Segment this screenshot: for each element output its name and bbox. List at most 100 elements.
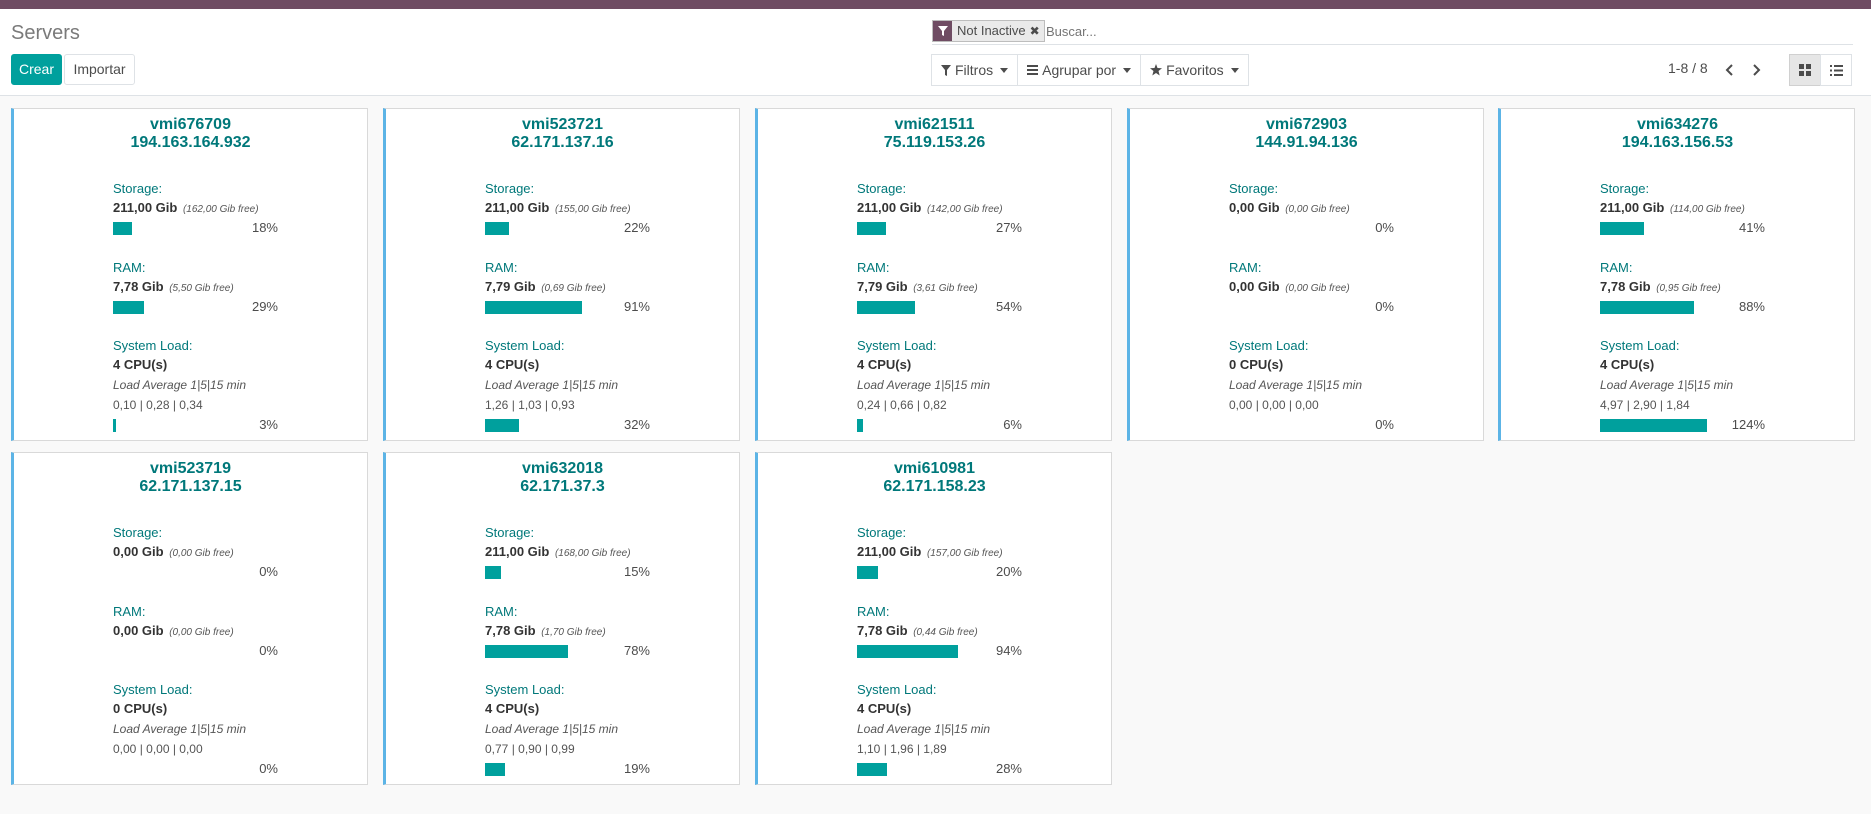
server-ip: 194.163.156.53 [1621, 134, 1734, 151]
storage-free: (162,00 Gib free) [182, 204, 259, 215]
server-card[interactable]: vmi621511 75.119.153.26 Storage: 211,00 … [755, 108, 1112, 441]
storage-label: Storage: [857, 525, 907, 540]
cpu-count: 4 CPU(s) [857, 357, 912, 372]
storage-free: (155,00 Gib free) [554, 204, 631, 215]
load-progress-bar [485, 419, 520, 432]
load-percent: 6% [1003, 417, 1022, 432]
ram-value: 7,78 Gib (5,50 Gib free) [113, 279, 234, 294]
load-average-label: Load Average 1|5|15 min [1229, 378, 1362, 392]
ram-value: 7,78 Gib (0,95 Gib free) [1600, 279, 1721, 294]
filters-dropdown[interactable]: Filtros [931, 54, 1019, 86]
storage-total: 211,00 Gib [113, 200, 178, 215]
storage-value: 211,00 Gib (114,00 Gib free) [1600, 200, 1745, 215]
list-view-button[interactable] [1820, 54, 1852, 86]
bars-icon [1027, 65, 1039, 75]
server-card[interactable]: vmi676709 194.163.164.932 Storage: 211,0… [11, 108, 368, 441]
server-card[interactable]: vmi523721 62.171.137.16 Storage: 211,00 … [383, 108, 740, 441]
storage-total: 0,00 Gib [1229, 200, 1280, 215]
cpu-count: 0 CPU(s) [1229, 357, 1284, 372]
storage-progress-bar [485, 566, 502, 579]
favorites-dropdown[interactable]: Favoritos [1140, 54, 1249, 86]
storage-free: (114,00 Gib free) [1669, 204, 1745, 215]
server-card[interactable]: vmi610981 62.171.158.23 Storage: 211,00 … [755, 452, 1112, 785]
server-card[interactable]: vmi634276 194.163.156.53 Storage: 211,00… [1498, 108, 1855, 441]
ram-free: (5,50 Gib free) [169, 283, 234, 294]
server-card[interactable]: vmi523719 62.171.137.15 Storage: 0,00 Gi… [11, 452, 368, 785]
ram-free: (0,00 Gib free) [169, 627, 234, 638]
storage-value: 211,00 Gib (142,00 Gib free) [857, 200, 1003, 215]
storage-value: 211,00 Gib (155,00 Gib free) [485, 200, 631, 215]
storage-label: Storage: [485, 181, 535, 196]
system-load-label: System Load: [113, 682, 193, 697]
ram-value: 7,78 Gib (0,44 Gib free) [857, 623, 978, 638]
server-name[interactable]: vmi634276 [1637, 116, 1718, 133]
load-percent: 28% [995, 761, 1022, 776]
ram-total: 0,00 Gib [113, 623, 164, 638]
system-load-label: System Load: [485, 682, 565, 697]
storage-progress-bar [857, 566, 879, 579]
pager-value[interactable]: 1-8 / 8 [1668, 60, 1708, 76]
create-button[interactable]: Crear [11, 54, 62, 85]
server-card[interactable]: vmi672903 144.91.94.136 Storage: 0,00 Gi… [1127, 108, 1484, 441]
load-progress-bar [1600, 419, 1707, 432]
load-average-label: Load Average 1|5|15 min [1600, 378, 1733, 392]
server-card[interactable]: vmi632018 62.171.37.3 Storage: 211,00 Gi… [383, 452, 740, 785]
storage-progress-bar [1600, 222, 1644, 235]
kanban-view-button[interactable] [1789, 54, 1821, 86]
server-ip: 62.171.137.16 [511, 134, 614, 151]
storage-total: 211,00 Gib [1600, 200, 1665, 215]
page-title: Servers [11, 22, 80, 44]
ram-percent: 29% [251, 299, 278, 314]
server-name[interactable]: vmi621511 [894, 116, 975, 133]
ram-progress-bar [857, 645, 958, 658]
pager-next-button[interactable] [1746, 59, 1768, 81]
cpu-count: 4 CPU(s) [485, 701, 540, 716]
import-button[interactable]: Importar [64, 54, 135, 85]
search-input[interactable] [1044, 21, 1844, 41]
server-name[interactable]: vmi676709 [150, 116, 231, 133]
server-ip: 62.171.158.23 [883, 478, 986, 495]
load-average-label: Load Average 1|5|15 min [857, 378, 990, 392]
server-name[interactable]: vmi672903 [1266, 116, 1347, 133]
ram-label: RAM: [485, 604, 518, 619]
group-by-dropdown[interactable]: Agrupar por [1017, 54, 1142, 86]
load-progress-bar [113, 419, 117, 432]
load-average-label: Load Average 1|5|15 min [485, 378, 618, 392]
load-average-values: 1,10 | 1,96 | 1,89 [857, 742, 947, 756]
ram-label: RAM: [113, 604, 146, 619]
facet-label: Not Inactive [957, 23, 1026, 38]
filter-icon [941, 64, 951, 76]
ram-progress-bar [857, 301, 915, 314]
ram-percent: 94% [995, 643, 1022, 658]
chevron-right-icon [1753, 64, 1761, 76]
load-average-label: Load Average 1|5|15 min [113, 378, 246, 392]
storage-label: Storage: [485, 525, 535, 540]
system-load-label: System Load: [1600, 338, 1680, 353]
ram-free: (0,69 Gib free) [541, 283, 606, 294]
server-name[interactable]: vmi610981 [894, 460, 975, 477]
storage-total: 211,00 Gib [857, 544, 922, 559]
ram-value: 7,79 Gib (3,61 Gib free) [857, 279, 978, 294]
facet-remove-icon[interactable]: ✖ [1029, 24, 1040, 38]
cpu-count: 4 CPU(s) [113, 357, 168, 372]
ram-label: RAM: [113, 260, 146, 275]
ram-value: 7,79 Gib (0,69 Gib free) [485, 279, 606, 294]
storage-value: 211,00 Gib (162,00 Gib free) [113, 200, 259, 215]
storage-free: (157,00 Gib free) [926, 548, 1003, 559]
favorites-label: Favoritos [1166, 62, 1224, 78]
server-name[interactable]: vmi523721 [522, 116, 603, 133]
storage-percent: 15% [623, 564, 650, 579]
ram-free: (0,95 Gib free) [1656, 283, 1721, 294]
server-name[interactable]: vmi523719 [150, 460, 231, 477]
storage-total: 0,00 Gib [113, 544, 164, 559]
cpu-count: 4 CPU(s) [1600, 357, 1655, 372]
group-by-label: Agrupar por [1042, 62, 1117, 78]
system-load-label: System Load: [1229, 338, 1309, 353]
ram-label: RAM: [485, 260, 518, 275]
pager-previous-button[interactable] [1718, 59, 1740, 81]
ram-value: 0,00 Gib (0,00 Gib free) [1229, 279, 1350, 294]
filters-label: Filtros [955, 62, 994, 78]
load-average-values: 0,00 | 0,00 | 0,00 [1229, 398, 1319, 412]
server-name[interactable]: vmi632018 [522, 460, 603, 477]
load-progress-bar [485, 763, 506, 776]
